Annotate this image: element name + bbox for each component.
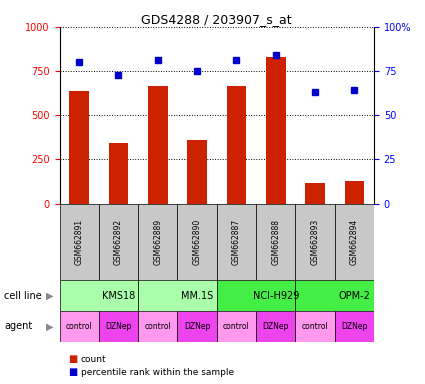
Bar <box>178 311 217 342</box>
Bar <box>60 280 138 311</box>
Bar <box>60 204 99 280</box>
Bar <box>345 182 364 204</box>
Bar <box>60 311 99 342</box>
Text: DZNep: DZNep <box>105 322 132 331</box>
Bar <box>295 204 335 280</box>
Bar <box>99 204 138 280</box>
Text: control: control <box>66 322 93 331</box>
Text: percentile rank within the sample: percentile rank within the sample <box>81 368 234 377</box>
Text: GSM662893: GSM662893 <box>311 219 320 265</box>
Text: GSM662889: GSM662889 <box>153 219 162 265</box>
Bar <box>138 311 178 342</box>
Text: count: count <box>81 354 106 364</box>
Text: control: control <box>223 322 250 331</box>
Text: control: control <box>144 322 171 331</box>
Text: NCI-H929: NCI-H929 <box>252 291 299 301</box>
Bar <box>256 204 295 280</box>
Bar <box>295 280 374 311</box>
Text: agent: agent <box>4 321 32 331</box>
Text: GSM662892: GSM662892 <box>114 219 123 265</box>
Bar <box>217 311 256 342</box>
Text: ■: ■ <box>68 367 77 377</box>
Text: cell line: cell line <box>4 291 42 301</box>
Bar <box>109 144 128 204</box>
Bar <box>138 280 217 311</box>
Title: GDS4288 / 203907_s_at: GDS4288 / 203907_s_at <box>142 13 292 26</box>
Text: GSM662891: GSM662891 <box>75 219 84 265</box>
Text: ▶: ▶ <box>46 321 54 331</box>
Bar <box>335 311 374 342</box>
Bar <box>295 311 335 342</box>
Text: GSM662887: GSM662887 <box>232 219 241 265</box>
Text: KMS18: KMS18 <box>102 291 135 301</box>
Bar <box>99 311 138 342</box>
Text: control: control <box>302 322 329 331</box>
Text: OPM-2: OPM-2 <box>338 291 370 301</box>
Bar <box>227 86 246 204</box>
Text: MM.1S: MM.1S <box>181 291 213 301</box>
Text: DZNep: DZNep <box>341 322 368 331</box>
Text: GSM662888: GSM662888 <box>271 219 280 265</box>
Text: DZNep: DZNep <box>184 322 210 331</box>
Bar <box>305 183 325 204</box>
Text: GSM662894: GSM662894 <box>350 219 359 265</box>
Bar <box>266 57 286 204</box>
Bar <box>178 204 217 280</box>
Text: DZNep: DZNep <box>263 322 289 331</box>
Text: ■: ■ <box>68 354 77 364</box>
Bar <box>256 311 295 342</box>
Bar <box>148 86 167 204</box>
Bar <box>69 91 89 204</box>
Bar <box>138 204 178 280</box>
Bar <box>217 280 295 311</box>
Bar <box>217 204 256 280</box>
Bar <box>187 140 207 204</box>
Text: ▶: ▶ <box>46 291 54 301</box>
Text: GSM662890: GSM662890 <box>193 219 201 265</box>
Bar <box>335 204 374 280</box>
